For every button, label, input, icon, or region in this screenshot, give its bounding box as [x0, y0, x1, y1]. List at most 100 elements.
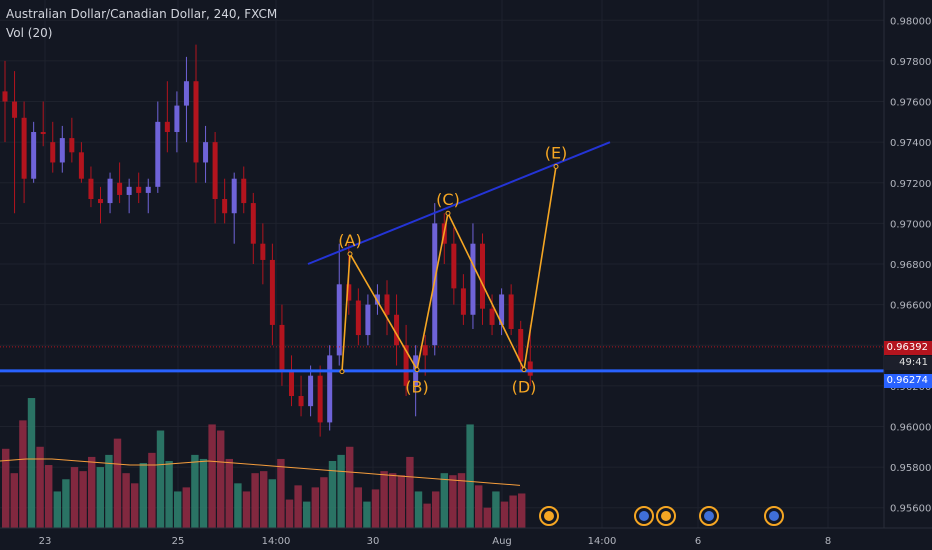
price-tick-label: 0.97400	[890, 138, 931, 149]
volume-bar	[285, 499, 294, 528]
price-tick-label: 0.97000	[890, 219, 931, 230]
volume-bar	[217, 430, 225, 528]
candle-body	[193, 81, 199, 163]
price-axis[interactable]: 0.98000 0.97800 0.97600 0.97400 0.97200 0.970…	[890, 16, 931, 514]
price-tick-label: 0.97200	[890, 179, 931, 190]
event-markers	[539, 506, 784, 526]
event-marker-flag-icon	[704, 511, 714, 521]
candle-body	[508, 294, 514, 329]
candle-body	[470, 243, 476, 315]
candle-body	[98, 199, 103, 204]
volume-bar	[139, 463, 147, 528]
candle-body	[269, 259, 275, 325]
candle-body	[136, 186, 142, 193]
candle-body	[260, 243, 266, 260]
candle-body	[2, 91, 8, 102]
volume-bar	[70, 467, 79, 528]
volume-bar	[328, 460, 337, 528]
volume-bar	[199, 458, 208, 528]
candle-body	[308, 375, 314, 407]
volume-bar	[45, 465, 53, 528]
volume-bar	[406, 456, 414, 528]
candle-body	[327, 355, 333, 423]
volume-bar	[466, 424, 474, 528]
price-tick-label: 0.96000	[890, 422, 931, 433]
volume-bar	[449, 475, 457, 528]
candle-body	[527, 361, 533, 376]
volume-bar	[2, 448, 10, 528]
wave-label: (D)	[512, 378, 537, 397]
volume-bar	[148, 452, 156, 528]
candle-body	[403, 345, 409, 386]
volume-bar	[27, 398, 36, 528]
countdown-tag: 49:41	[884, 356, 932, 370]
candle-body	[460, 288, 466, 315]
price-tick-label: 0.95600	[890, 504, 931, 515]
volume-bar	[113, 438, 122, 528]
volume-bar	[389, 473, 397, 528]
volume-bar	[500, 501, 509, 528]
candle-body	[374, 294, 380, 305]
time-tick-label: Aug	[492, 536, 512, 547]
volume-bar	[62, 479, 70, 528]
candle-body	[88, 178, 94, 200]
price-tick-label: 0.98000	[890, 16, 931, 27]
candlesticks	[2, 44, 533, 437]
candle-body	[489, 308, 495, 325]
price-tick-label: 0.96800	[890, 260, 931, 271]
volume-bar	[363, 501, 371, 528]
volume-bar	[234, 483, 242, 528]
time-axis[interactable]: 23 25 14:00 30 Aug 14:00 6 8	[39, 536, 832, 547]
candle-body	[518, 328, 524, 362]
candle-body	[432, 223, 438, 346]
wave-point	[553, 164, 559, 170]
volume-bar	[440, 473, 448, 528]
price-tick-label: 0.95800	[890, 463, 931, 474]
volume-bar	[225, 458, 233, 528]
wave-point	[414, 367, 420, 373]
volume-bar	[414, 491, 423, 528]
candle-body	[241, 178, 247, 204]
candle-body	[212, 142, 218, 200]
volume-bar	[509, 495, 517, 528]
candle-body	[117, 182, 123, 195]
volume-bar	[303, 501, 311, 528]
symbol-title[interactable]: Australian Dollar/Canadian Dollar, 240, …	[6, 7, 278, 21]
volume-bar	[337, 454, 345, 528]
volume-bar	[380, 471, 388, 528]
time-tick-label: 8	[825, 536, 831, 547]
volume-bar	[174, 491, 182, 528]
candle-body	[164, 121, 170, 132]
volume-bar	[53, 491, 61, 528]
wave-label: (C)	[436, 190, 460, 209]
event-marker-flag-icon	[544, 511, 554, 521]
volume-legend[interactable]: Vol (20)	[6, 26, 53, 40]
time-tick-label: 23	[39, 536, 52, 547]
candle-body	[78, 152, 84, 179]
volume-bar	[122, 473, 130, 528]
volume-bar	[432, 491, 440, 528]
wave-label: (A)	[338, 231, 361, 250]
volume-bar	[131, 483, 139, 528]
wave-point	[347, 251, 353, 257]
time-tick-label: 14:00	[588, 536, 617, 547]
candle-body	[480, 243, 485, 309]
volume-bar	[294, 485, 302, 528]
drawing-overlay: (A) (B) (C) (D) (E)	[0, 141, 884, 397]
volume-bar	[10, 473, 18, 528]
candle-body	[50, 142, 56, 163]
volume-bar	[105, 454, 113, 528]
event-marker-flag-icon	[639, 511, 649, 521]
volume-bar	[423, 503, 431, 528]
candle-body	[40, 132, 46, 135]
price-tick-label: 0.96600	[890, 301, 931, 312]
candle-body	[155, 121, 161, 187]
volume-bar	[371, 489, 380, 528]
candle-body	[394, 314, 400, 346]
candle-body	[298, 396, 304, 407]
candle-body	[21, 117, 27, 179]
volume-ma-line	[0, 458, 521, 486]
candle-body	[107, 178, 113, 204]
candle-body	[174, 105, 180, 132]
